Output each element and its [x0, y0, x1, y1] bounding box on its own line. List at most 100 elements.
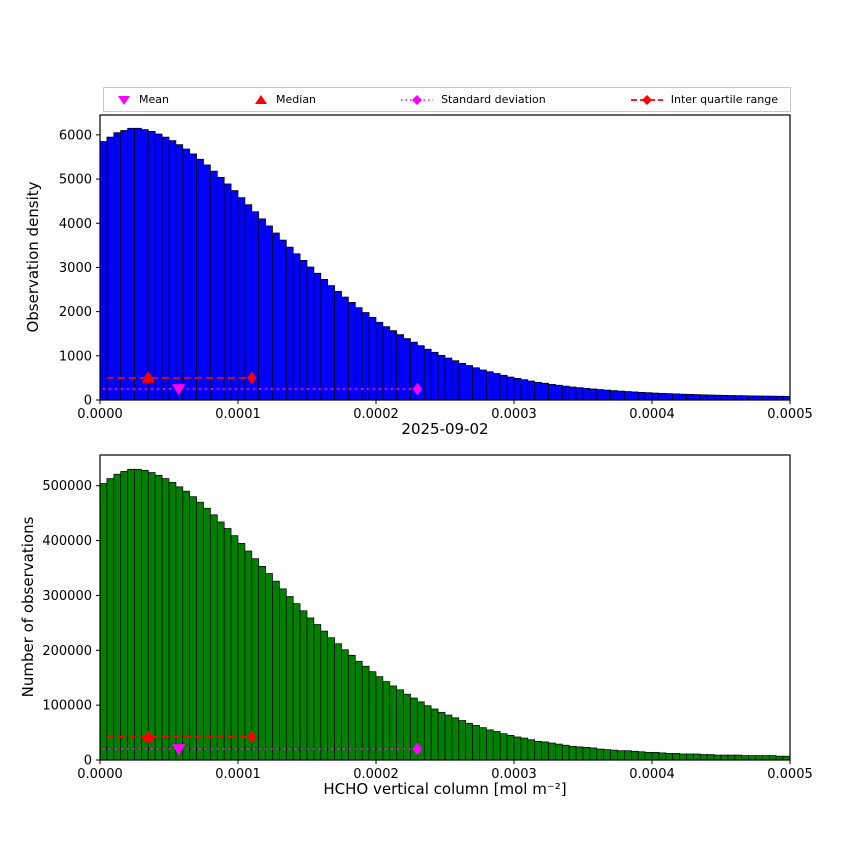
histogram-bar [727, 395, 736, 401]
x-tick-label: 0.0003 [491, 767, 537, 782]
histogram-bar [320, 630, 329, 761]
legend-label-median: Median [276, 93, 317, 106]
histogram-bar [492, 731, 501, 761]
histogram-bar [292, 253, 301, 401]
std-diamond-marker [412, 382, 423, 396]
histogram-bar [292, 603, 301, 761]
histogram-bar [603, 389, 611, 401]
histogram-bar [637, 391, 646, 401]
histogram-bar [561, 385, 570, 401]
histogram-bar [541, 741, 549, 761]
histogram-bar [306, 617, 315, 761]
histogram-bar [216, 176, 225, 401]
y-axis-label-bottom: Number of observations [19, 516, 37, 698]
mean-marker [172, 744, 186, 756]
histogram-bar [348, 301, 356, 401]
histogram-bar [630, 750, 639, 761]
legend-item-mean: Mean [116, 93, 169, 106]
histogram-bar [520, 737, 529, 761]
histogram-bar [99, 141, 108, 401]
std-dotted-diamond-icon [401, 94, 434, 105]
histogram-bar [527, 739, 536, 761]
histogram-bar [430, 351, 439, 401]
histogram-bar [575, 746, 584, 761]
histogram-bar [479, 727, 487, 761]
iqr-diamond-marker [247, 371, 257, 385]
histogram-bar [596, 748, 605, 761]
histogram-bar [679, 753, 687, 761]
histogram-bar [506, 376, 515, 401]
histogram-bar [113, 132, 122, 401]
histogram-bar [630, 391, 639, 401]
histogram-bar [672, 753, 680, 761]
histogram-bar [196, 501, 204, 761]
histogram-bar [472, 725, 480, 761]
median-triangle-up-icon [255, 94, 268, 104]
histogram-bar [210, 170, 218, 401]
histogram-bar [603, 749, 611, 761]
legend-label-std: Standard deviation [441, 93, 546, 106]
histogram-bar [423, 705, 432, 761]
histogram-bar [354, 307, 363, 401]
histogram-bar [196, 158, 204, 401]
x-tick-label: 0.0001 [215, 407, 261, 422]
legend: Mean Median Standard deviation Inter qua… [103, 87, 791, 112]
histogram-bar [210, 514, 218, 761]
histogram-bar [265, 225, 273, 401]
histogram-bar [147, 472, 156, 761]
histogram-bar [175, 486, 184, 761]
histogram-bar [182, 490, 191, 761]
histogram-bar [285, 596, 294, 761]
histogram-bar [665, 753, 674, 761]
histogram-bar [113, 473, 122, 761]
y-tick-label: 2000 [59, 305, 92, 320]
x-tick-label: 0.0003 [491, 407, 537, 422]
histogram-bar [437, 711, 446, 761]
histogram-bar [472, 367, 480, 401]
histogram-bar [713, 754, 722, 761]
histogram-bar [444, 357, 453, 401]
histogram-bar [589, 388, 598, 401]
histogram-bar [741, 395, 749, 401]
histogram-bar [154, 474, 163, 761]
number-of-observations-histogram-frame [99, 454, 791, 761]
histogram-bar [513, 377, 522, 401]
histogram-bar [244, 550, 253, 761]
histogram-bar [451, 717, 460, 761]
histogram-bar [534, 381, 542, 401]
histogram-bar [106, 478, 115, 761]
histogram-bar [189, 496, 197, 761]
histogram-bar [444, 714, 453, 761]
histogram-bar [313, 624, 322, 761]
histogram-bar [534, 740, 542, 761]
histogram-bar [120, 130, 128, 401]
x-tick-label: 0.0002 [353, 407, 399, 422]
histogram-bar [486, 729, 494, 761]
histogram-bar [168, 140, 177, 401]
histogram-bar [465, 365, 473, 401]
histogram-bar [375, 676, 384, 761]
histogram-bar [637, 751, 646, 761]
histogram-bar [279, 239, 287, 401]
histogram-bar [527, 380, 536, 401]
histogram-bar [299, 610, 308, 761]
histogram-bar [734, 754, 743, 761]
histogram-bar [272, 580, 280, 761]
histogram-bar [582, 747, 591, 761]
y-tick-label: 3000 [59, 261, 92, 276]
histogram-bar [568, 386, 577, 401]
histogram-bar [555, 743, 563, 761]
histogram-bar [182, 148, 191, 401]
histogram-bar [120, 471, 128, 761]
histogram-bar [479, 369, 487, 401]
histogram-bar [748, 755, 756, 761]
histogram-bar [175, 144, 184, 401]
histogram-bar [230, 535, 239, 761]
histogram-bar [403, 693, 411, 761]
histogram-bar [713, 394, 722, 401]
histogram-bar [624, 391, 632, 401]
x-tick-label: 0.0004 [629, 767, 675, 782]
histogram-bar [237, 197, 246, 401]
histogram-bar [203, 507, 211, 761]
